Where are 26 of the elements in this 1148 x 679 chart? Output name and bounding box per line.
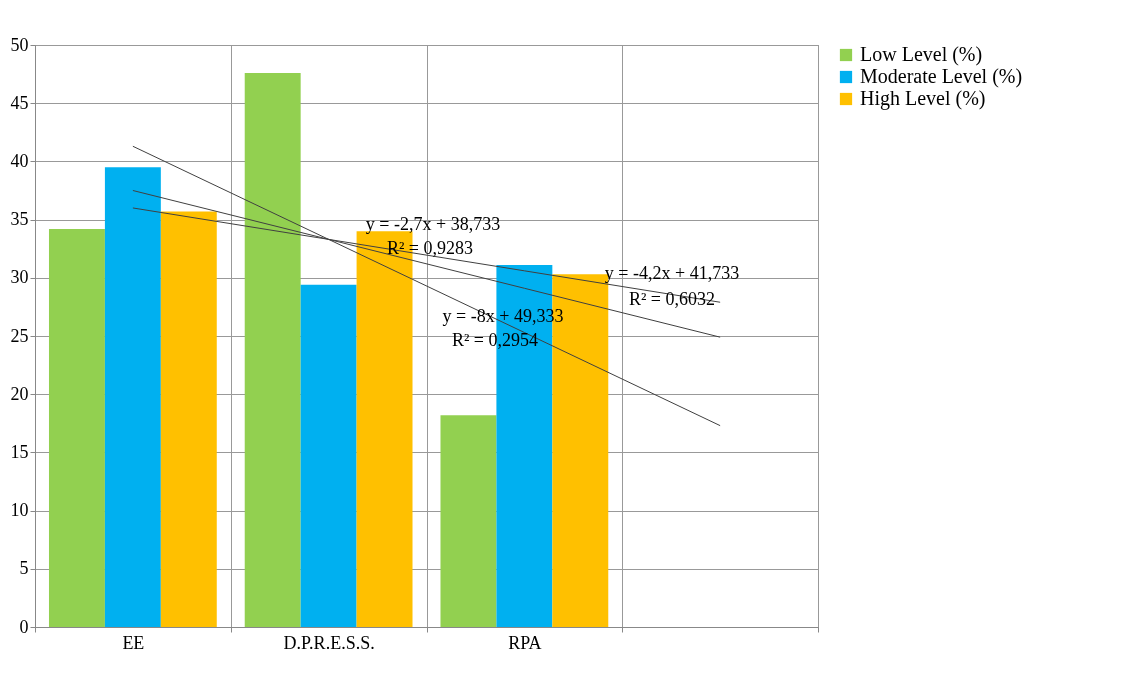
- annotation: y = -2,7x + 38,733: [365, 214, 501, 234]
- legend-label: Low Level (%): [860, 43, 983, 66]
- x-tick-label: RPA: [508, 632, 542, 653]
- y-tick-label: 35: [10, 209, 29, 230]
- y-tick-label: 50: [10, 34, 29, 55]
- bar: [440, 415, 497, 627]
- y-tick-label: 30: [10, 267, 29, 288]
- x-tick-label: D.P.R.E.S.S.: [283, 632, 375, 653]
- y-tick-label: 40: [10, 150, 29, 171]
- bar: [244, 72, 301, 627]
- y-tick-label: 10: [10, 500, 29, 521]
- annotation: R² = 0,6032: [628, 289, 716, 309]
- x-tick-label: EE: [122, 632, 145, 653]
- y-tick-label: 0: [19, 616, 29, 637]
- legend-label: Moderate Level (%): [860, 65, 1023, 88]
- bar: [160, 211, 217, 627]
- legend-label: High Level (%): [860, 87, 986, 110]
- y-tick-label: 5: [19, 558, 29, 579]
- y-tick-label: 15: [10, 441, 29, 462]
- bar: [300, 284, 357, 627]
- y-tick-label: 20: [10, 383, 29, 404]
- bar: [104, 167, 161, 627]
- annotation: y = -4,2x + 41,733: [604, 263, 740, 283]
- y-tick-label: 45: [10, 92, 29, 113]
- bar: [48, 228, 105, 627]
- y-tick-label: 25: [10, 325, 29, 346]
